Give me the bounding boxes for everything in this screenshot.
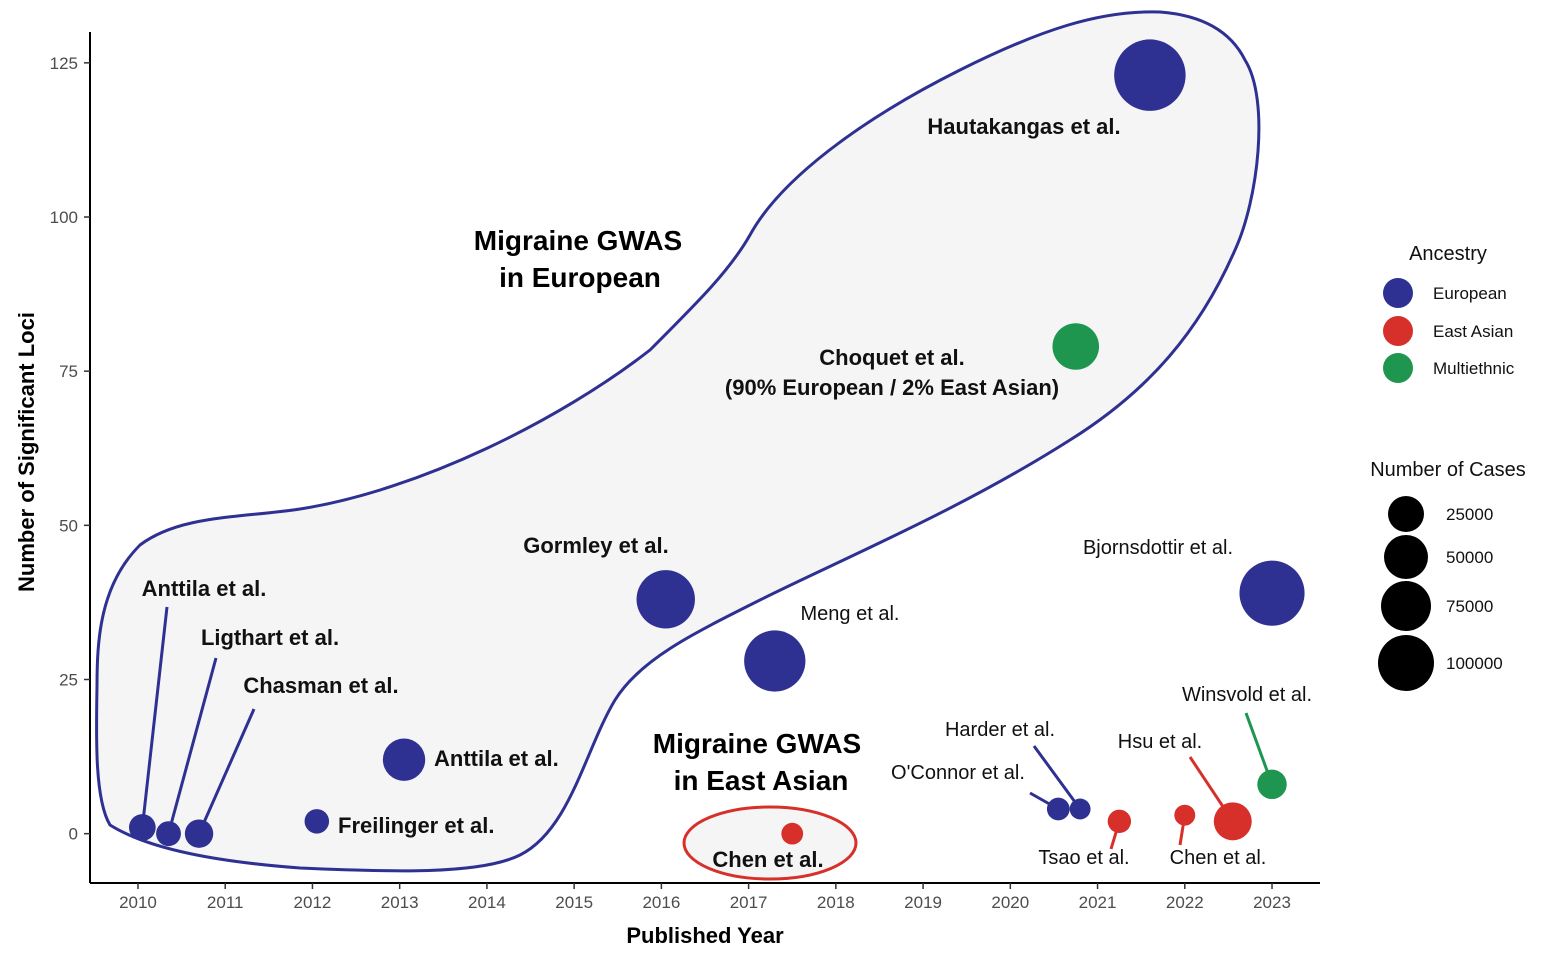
legend-european-label: European bbox=[1433, 284, 1507, 303]
y-tick-label: 100 bbox=[50, 208, 78, 227]
east-asian-region-title-line2: in East Asian bbox=[674, 765, 849, 796]
label-hautakangas: Hautakangas et al. bbox=[927, 114, 1120, 139]
east-asian-region-hull bbox=[682, 805, 858, 881]
data-point bbox=[636, 570, 695, 629]
data-point bbox=[1257, 769, 1287, 800]
x-tick-label: 2011 bbox=[207, 893, 244, 912]
legend-size-100000 bbox=[1378, 635, 1434, 691]
data-point bbox=[1174, 804, 1196, 826]
legend-size-25000 bbox=[1388, 496, 1424, 532]
label-harder: Harder et al. bbox=[945, 719, 1055, 741]
label-tsao: Tsao et al. bbox=[1038, 847, 1129, 869]
y-tick-label: 125 bbox=[50, 54, 78, 73]
data-point bbox=[1046, 797, 1070, 821]
legend-size-50000 bbox=[1384, 535, 1428, 579]
legend-european-swatch bbox=[1383, 278, 1413, 308]
x-axis-title: Published Year bbox=[626, 923, 784, 948]
label-oconnor: O'Connor et al. bbox=[891, 762, 1025, 784]
label-chen-2017: Chen et al. bbox=[712, 847, 823, 872]
x-tick-label: 2012 bbox=[294, 893, 332, 912]
data-point bbox=[744, 630, 806, 692]
label-chasman: Chasman et al. bbox=[243, 673, 398, 698]
legend-size-75000 bbox=[1381, 581, 1431, 631]
data-point bbox=[1069, 798, 1091, 820]
data-point bbox=[304, 809, 330, 834]
data-point bbox=[1213, 802, 1252, 841]
x-tick-label: 2019 bbox=[904, 893, 942, 912]
x-tick-label: 2018 bbox=[817, 893, 855, 912]
x-tick-label: 2017 bbox=[730, 893, 768, 912]
legend-east-asian-label: East Asian bbox=[1433, 322, 1513, 341]
x-tick-label: 2013 bbox=[381, 893, 419, 912]
label-meng: Meng et al. bbox=[801, 603, 900, 625]
european-region-title-line1: Migraine GWAS bbox=[474, 225, 682, 256]
leader-line bbox=[140, 606, 169, 828]
leader-line bbox=[167, 657, 218, 835]
x-tick-label: 2015 bbox=[555, 893, 593, 912]
label-bjornsdottir: Bjornsdottir et al. bbox=[1083, 537, 1233, 559]
leader-line bbox=[197, 708, 256, 835]
data-point bbox=[1239, 560, 1305, 626]
european-region-title-line2: in European bbox=[499, 262, 661, 293]
legend-size-100000-label: 100000 bbox=[1446, 654, 1503, 673]
data-point bbox=[1107, 809, 1132, 834]
east-asian-region-title-line1: Migraine GWAS bbox=[653, 728, 861, 759]
label-chen-2022: Chen et al. bbox=[1170, 847, 1267, 869]
legend-east-asian-swatch bbox=[1383, 316, 1413, 346]
y-tick-label: 50 bbox=[59, 516, 78, 535]
label-freilinger: Freilinger et al. bbox=[338, 813, 495, 838]
leader-line bbox=[1032, 745, 1082, 810]
x-tick-label: 2016 bbox=[642, 893, 680, 912]
label-choquet: Choquet et al. bbox=[819, 345, 964, 370]
y-axis-title: Number of Significant Loci bbox=[14, 312, 39, 592]
legend-size-25000-label: 25000 bbox=[1446, 505, 1493, 524]
label-hsu: Hsu et al. bbox=[1118, 731, 1202, 753]
legend-size-75000-label: 75000 bbox=[1446, 597, 1493, 616]
x-tick-label: 2020 bbox=[991, 893, 1029, 912]
label-anttila-2010: Anttila et al. bbox=[142, 576, 267, 601]
data-point bbox=[156, 821, 181, 847]
label-anttila-2013: Anttila et al. bbox=[434, 746, 559, 771]
label-gormley: Gormley et al. bbox=[523, 533, 669, 558]
legend: Ancestry European East Asian Multiethnic… bbox=[1370, 243, 1526, 691]
legend-multiethnic-label: Multiethnic bbox=[1433, 359, 1515, 378]
y-tick-label: 75 bbox=[59, 362, 78, 381]
x-tick-label: 2014 bbox=[468, 893, 506, 912]
data-point bbox=[128, 814, 156, 841]
data-point bbox=[382, 738, 426, 781]
legend-size-50000-label: 50000 bbox=[1446, 548, 1493, 567]
label-ligthart: Ligthart et al. bbox=[201, 625, 339, 650]
legend-size-title: Number of Cases bbox=[1370, 459, 1526, 481]
y-tick-label: 25 bbox=[59, 671, 78, 690]
data-point bbox=[1052, 323, 1100, 370]
data-point bbox=[1114, 39, 1186, 111]
x-tick-label: 2021 bbox=[1079, 893, 1117, 912]
legend-multiethnic-swatch bbox=[1383, 353, 1413, 383]
european-region-hull bbox=[95, 10, 1261, 873]
label-choquet-subtitle: (90% European / 2% East Asian) bbox=[725, 375, 1059, 400]
x-tick-label: 2010 bbox=[119, 893, 157, 912]
label-winsvold: Winsvold et al. bbox=[1182, 684, 1312, 706]
y-tick-label: 0 bbox=[69, 825, 78, 844]
legend-ancestry-title: Ancestry bbox=[1409, 243, 1487, 265]
x-tick-label: 2022 bbox=[1166, 893, 1204, 912]
data-point bbox=[781, 822, 804, 845]
x-tick-label: 2023 bbox=[1253, 893, 1291, 912]
data-point bbox=[184, 819, 214, 848]
